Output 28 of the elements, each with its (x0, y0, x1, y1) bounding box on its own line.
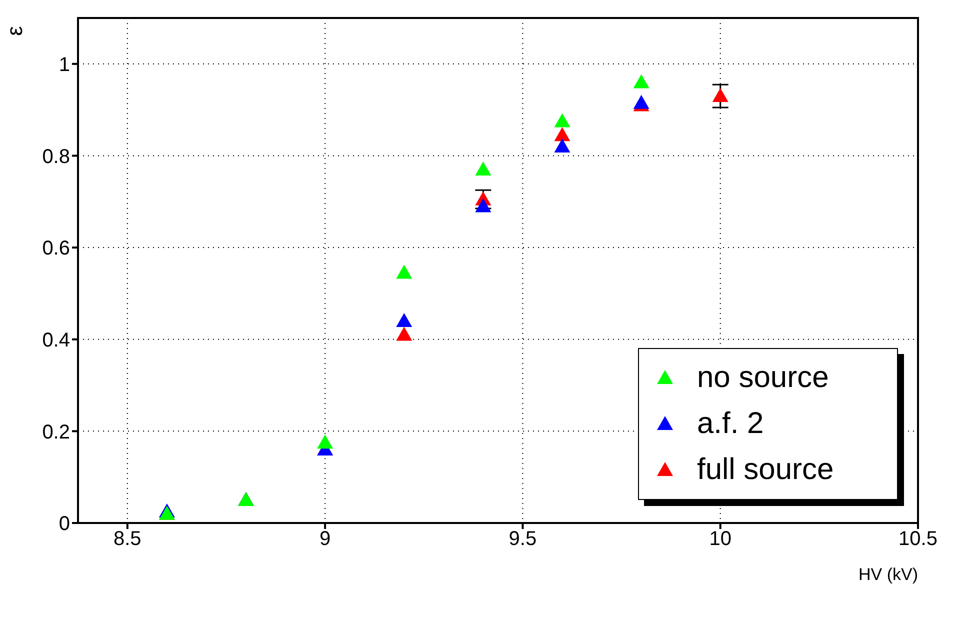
point (633, 74, 650, 88)
y-tick-label: 1 (58, 54, 70, 76)
point (554, 138, 570, 153)
y-tick-label: 0.6 (42, 238, 70, 260)
x-tick-label: 10.5 (898, 528, 938, 550)
y-tick-label: 0 (58, 513, 70, 536)
y-tick-label: 0.8 (42, 146, 70, 168)
x-tick-label: 8.5 (114, 528, 142, 550)
y-tick-label: 0.4 (42, 329, 70, 352)
point (554, 113, 570, 128)
point (712, 88, 728, 102)
y-axis-title: ε (2, 26, 27, 36)
point (475, 198, 492, 212)
legend-label: no source (697, 361, 829, 395)
point (554, 127, 570, 142)
x-tick-label: 10 (709, 528, 732, 550)
legend-label: full source (697, 453, 834, 487)
y-tick-label: 0.2 (42, 421, 70, 444)
x-tick-label: 9 (319, 528, 331, 550)
point (633, 94, 650, 109)
x-tick-label: 9.5 (508, 528, 537, 550)
legend-label: a.f. 2 (697, 407, 764, 441)
point (317, 434, 334, 449)
point (396, 264, 412, 279)
x-axis-title: HV (kV) (858, 565, 918, 585)
point (475, 162, 492, 176)
point (396, 326, 412, 341)
point (396, 313, 412, 327)
